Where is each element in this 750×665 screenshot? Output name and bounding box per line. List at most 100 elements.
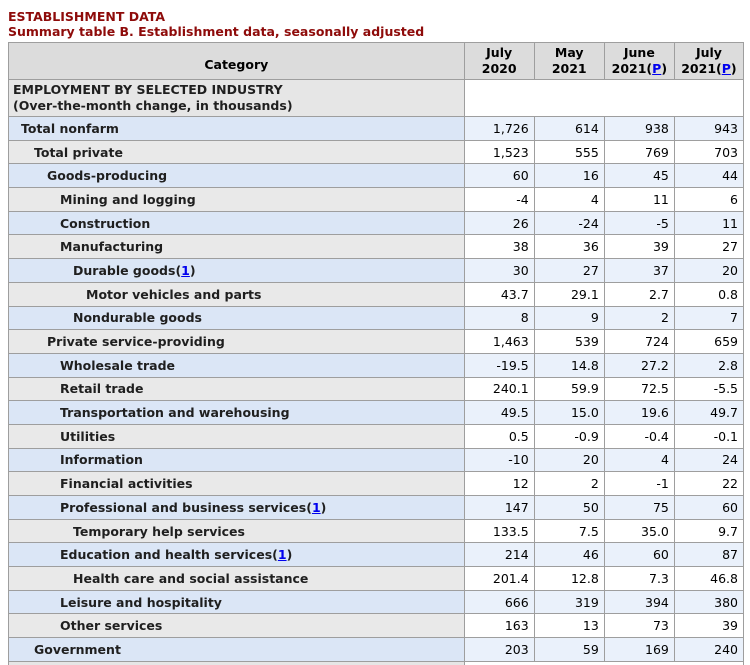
value-cell: 1,726 [463, 116, 535, 141]
footnote-link[interactable]: 1 [311, 499, 321, 515]
table-row: Construction 26 -24 -5 11 [8, 210, 745, 236]
value-cell: -4 [463, 187, 535, 212]
value-cell: 4 [533, 187, 605, 212]
value-cell: 60 [673, 495, 745, 520]
value-cell: 39 [673, 613, 745, 639]
value-cell: -5.5 [673, 376, 745, 402]
value-cell: 2.8 [673, 352, 745, 378]
value-cell: 46.8 [673, 566, 745, 591]
preliminary-link[interactable]: P [652, 61, 662, 76]
value-cell: 319 [533, 589, 605, 615]
table-row: Health care and social assistance 201.4 12… [8, 566, 745, 591]
value-cell: 555 [533, 139, 605, 165]
section-header-row: EMPLOYMENT BY SELECTED INDUSTRY (Over-the… [8, 79, 745, 117]
value-cell: 36 [533, 234, 605, 260]
footnote-link[interactable]: 1 [181, 262, 190, 278]
value-cell: 20 [673, 258, 745, 283]
value-cell: 769 [603, 139, 675, 165]
table-row: Mining and logging -4 4 11 6 [8, 187, 745, 212]
table-row: Total private 1,523 555 769 703 [8, 139, 745, 165]
value-cell: 38 [463, 234, 535, 260]
value-cell: 60 [603, 542, 675, 568]
value-cell: -5 [603, 210, 675, 236]
value-cell: 539 [533, 329, 605, 354]
table-row: Goods-producing 60 16 45 44 [8, 163, 745, 189]
value-cell: -0.4 [603, 423, 675, 449]
footnote-link[interactable]: 1 [277, 547, 287, 563]
column-header: June 2021(P) [603, 42, 675, 80]
category-cell: Mining and logging [8, 187, 465, 212]
value-cell: 16 [533, 163, 605, 189]
table-row: Motor vehicles and parts 43.7 29.1 2.7 0.8 [8, 281, 745, 307]
value-cell: 43.7 [463, 281, 535, 307]
value-cell: 614 [533, 116, 605, 141]
table-row: Private service-providing 1,463 539 724 659 [8, 329, 745, 354]
category-cell: Manufacturing [8, 234, 465, 260]
category-cell: Other services [8, 613, 465, 639]
value-cell: 133.5 [463, 518, 535, 544]
category-cell: Government [8, 637, 465, 662]
table-row: Utilities 0.5 -0.9 -0.4 -0.1 [8, 423, 745, 449]
category-cell: Retail trade [8, 376, 465, 402]
value-cell: 666 [463, 589, 535, 615]
next-section-empty-cell [463, 660, 745, 665]
value-cell: 30 [463, 258, 535, 283]
table-row: Other services 163 13 73 39 [8, 613, 745, 639]
value-cell: 6 [673, 187, 745, 212]
category-cell: Education and health services(1) [8, 542, 465, 568]
value-cell: 659 [673, 329, 745, 354]
value-cell: 12 [463, 471, 535, 496]
value-cell: 169 [603, 637, 675, 662]
value-cell: -0.9 [533, 423, 605, 449]
value-cell: 35.0 [603, 518, 675, 544]
value-cell: -0.1 [673, 423, 745, 449]
table-row: Total nonfarm 1,726 614 938 943 [8, 116, 745, 141]
value-cell: 27 [533, 258, 605, 283]
table-header-row: Category July 2020 May 2021 June 2021(P) July 2… [8, 42, 745, 80]
category-cell: Total private [8, 139, 465, 165]
category-column-header: Category [8, 42, 465, 80]
value-cell: 59 [533, 637, 605, 662]
category-cell: Motor vehicles and parts [8, 281, 465, 307]
value-cell: 72.5 [603, 376, 675, 402]
table-row: Wholesale trade -19.5 14.8 27.2 2.8 [8, 352, 745, 378]
value-cell: 45 [603, 163, 675, 189]
category-cell: Utilities [8, 423, 465, 449]
category-cell: Goods-producing [8, 163, 465, 189]
value-cell: 9 [533, 305, 605, 331]
category-cell: Durable goods(1) [8, 258, 465, 283]
value-cell: 380 [673, 589, 745, 615]
establishment-data-table: Category July 2020 May 2021 June 2021(P) July 2… [8, 42, 745, 665]
table-row: Government 203 59 169 240 [8, 637, 745, 662]
value-cell: 44 [673, 163, 745, 189]
value-cell: 13 [533, 613, 605, 639]
value-cell: 201.4 [463, 566, 535, 591]
category-cell: Leisure and hospitality [8, 589, 465, 615]
value-cell: 0.8 [673, 281, 745, 307]
value-cell: 19.6 [603, 400, 675, 425]
category-cell: Information [8, 447, 465, 473]
value-cell: 4 [603, 447, 675, 473]
category-cell: Temporary help services [8, 518, 465, 544]
value-cell: 49.5 [463, 400, 535, 425]
table-row: Durable goods(1) 30 27 37 20 [8, 258, 745, 283]
value-cell: 703 [673, 139, 745, 165]
value-cell: 938 [603, 116, 675, 141]
value-cell: 27 [673, 234, 745, 260]
column-header: July 2020 [463, 42, 535, 80]
section-header-title-cell: EMPLOYMENT BY SELECTED INDUSTRY (Over-the… [8, 79, 465, 117]
value-cell: 22 [673, 471, 745, 496]
category-cell: Wholesale trade [8, 352, 465, 378]
value-cell: 73 [603, 613, 675, 639]
table-row: Information -10 20 4 24 [8, 447, 745, 473]
table-row: Education and health services(1) 214 46 60 8… [8, 542, 745, 568]
value-cell: 8 [463, 305, 535, 331]
value-cell: 39 [603, 234, 675, 260]
category-cell: Health care and social assistance [8, 566, 465, 591]
category-cell: Nondurable goods [8, 305, 465, 331]
value-cell: 2.7 [603, 281, 675, 307]
value-cell: -1 [603, 471, 675, 496]
value-cell: 49.7 [673, 400, 745, 425]
value-cell: 12.8 [533, 566, 605, 591]
preliminary-link[interactable]: P [721, 61, 731, 76]
